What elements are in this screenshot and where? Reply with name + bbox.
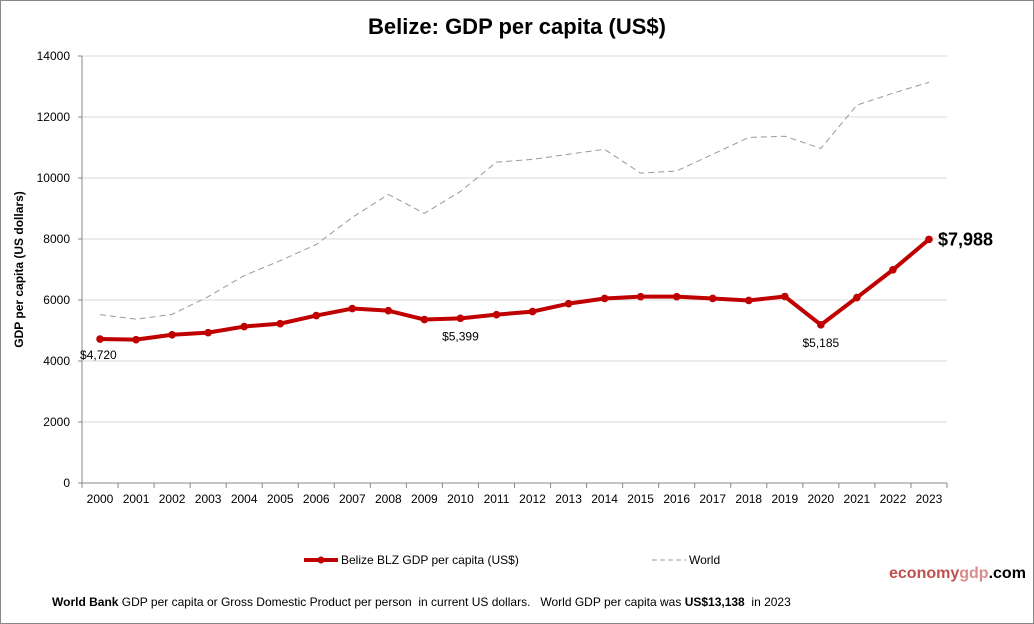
y-tick-label: 2000: [43, 415, 70, 429]
y-tick-label: 0: [63, 476, 70, 490]
legend-label-world: World: [689, 553, 721, 567]
data-point-belize: [564, 299, 573, 308]
x-tick-label: 2020: [808, 492, 835, 506]
x-tick-label: 2008: [375, 492, 402, 506]
footer-source: World Bank: [52, 595, 119, 609]
x-tick-label: 2009: [411, 492, 438, 506]
data-point-belize: [853, 293, 861, 302]
data-label-latest: $7,988: [938, 229, 993, 249]
y-tick-label: 8000: [43, 232, 70, 246]
data-point-belize: [384, 306, 393, 315]
data-point-belize: [492, 310, 501, 319]
data-point-belize: [781, 292, 789, 301]
data-point-belize: [132, 335, 140, 344]
series-line-belize: [99, 237, 931, 342]
x-tick-label: 2006: [303, 492, 330, 506]
y-axis-label: GDP per capita (US dollars): [12, 191, 26, 348]
x-tick-label: 2000: [87, 492, 114, 506]
x-tick-label: 2001: [123, 492, 150, 506]
footer-text: GDP per capita or Gross Domestic Product…: [118, 595, 685, 609]
data-label: $4,720: [80, 348, 117, 362]
x-tick-label: 2010: [447, 492, 474, 506]
x-tick-label: 2013: [555, 492, 582, 506]
data-point-belize: [420, 315, 429, 324]
data-point-belize: [204, 328, 212, 337]
x-tick-label: 2021: [844, 492, 871, 506]
legend-item-world: World: [652, 553, 720, 567]
legend-swatch-belize: [304, 556, 338, 564]
data-label: $5,399: [442, 329, 479, 343]
data-point-belize: [528, 307, 537, 316]
x-tick-label: 2004: [231, 492, 258, 506]
economygdp-logo: economygdp.com: [889, 565, 1026, 583]
data-point-belize: [925, 235, 933, 244]
data-point-belize: [636, 292, 645, 301]
x-tick-label: 2023: [916, 492, 943, 506]
x-tick-label: 2015: [627, 492, 654, 506]
x-tick-label: 2002: [159, 492, 186, 506]
data-point-belize: [240, 322, 248, 331]
data-point-belize: [744, 296, 753, 305]
data-point-belize: [817, 321, 825, 329]
data-point-belize: [600, 294, 609, 303]
x-tick-label: 2022: [880, 492, 907, 506]
chart-title: Belize: GDP per capita (US$): [368, 14, 666, 39]
data-point-belize: [708, 294, 717, 303]
data-label: $5,185: [803, 336, 840, 350]
series-line-world: [99, 81, 930, 320]
y-tick-label: 12000: [37, 110, 71, 124]
y-tick-label: 6000: [43, 293, 70, 307]
legend-swatch-world: [652, 559, 686, 561]
x-tick-label: 2016: [663, 492, 690, 506]
footer-year: in 2023: [744, 595, 791, 609]
x-tick-label: 2011: [484, 492, 510, 506]
x-tick-label: 2014: [591, 492, 618, 506]
x-tick-label: 2003: [195, 492, 222, 506]
footer-note: World Bank GDP per capita or Gross Domes…: [52, 595, 791, 609]
data-point-belize: [672, 292, 681, 301]
x-tick-label: 2019: [771, 492, 798, 506]
logo-part: .com: [988, 565, 1026, 582]
x-tick-label: 2007: [339, 492, 366, 506]
logo-part: gdp: [959, 565, 989, 582]
data-point-belize: [96, 335, 104, 343]
data-point-belize: [168, 330, 176, 339]
legend-item-belize: Belize BLZ GDP per capita (US$): [304, 553, 519, 567]
footer-world-value: US$13,138: [684, 595, 745, 609]
y-tick-label: 14000: [37, 49, 71, 63]
x-tick-label: 2012: [519, 492, 546, 506]
data-point-belize: [276, 319, 285, 328]
y-tick-label: 4000: [43, 354, 70, 368]
y-tick-label: 10000: [37, 171, 71, 185]
x-tick-label: 2018: [735, 492, 762, 506]
data-point-belize: [889, 266, 897, 274]
x-tick-label: 2017: [699, 492, 726, 506]
legend-label-belize: Belize BLZ GDP per capita (US$): [341, 553, 519, 567]
data-point-belize: [312, 311, 321, 320]
x-tick-label: 2005: [267, 492, 294, 506]
data-point-belize: [456, 314, 465, 323]
data-point-belize: [348, 304, 357, 313]
logo-part: economy: [889, 565, 960, 582]
